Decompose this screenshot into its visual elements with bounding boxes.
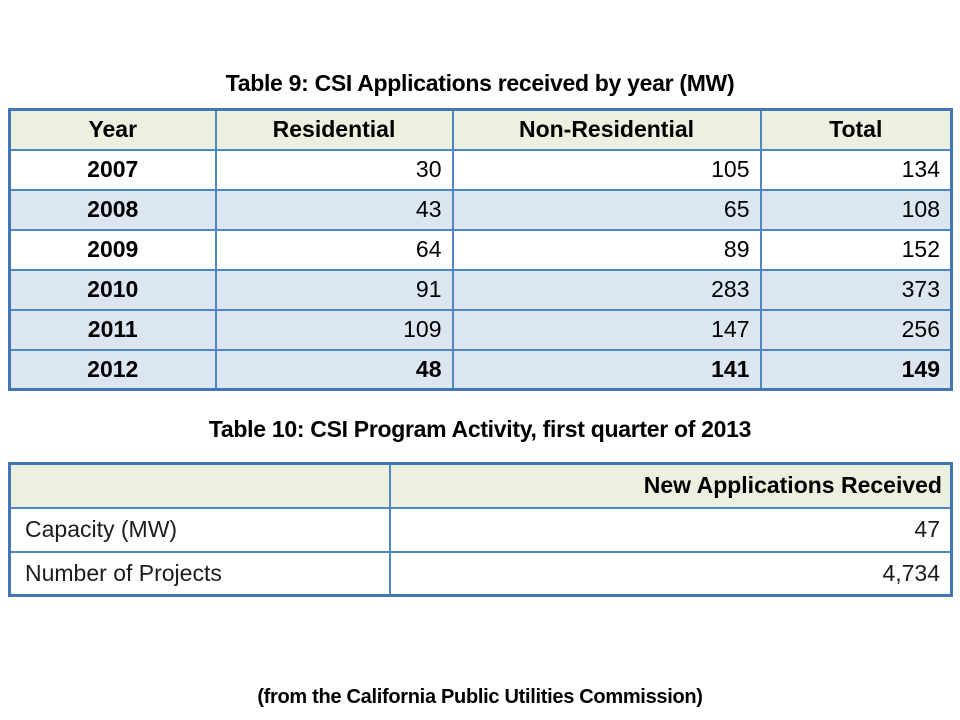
nonresidential-cell: 283 bbox=[451, 268, 762, 311]
table10-col-new-applications: New Applications Received bbox=[388, 462, 953, 509]
total-cell: 149 bbox=[759, 348, 953, 391]
residential-cell: 109 bbox=[214, 308, 454, 351]
table10-header-row: New Applications Received bbox=[8, 462, 953, 509]
metric-label-cell: Number of Projects bbox=[8, 550, 391, 597]
nonresidential-cell: 141 bbox=[451, 348, 762, 391]
table9: Year Residential Non-Residential Total 2… bbox=[8, 108, 953, 391]
nonresidential-cell: 65 bbox=[451, 188, 762, 231]
nonresidential-cell: 147 bbox=[451, 308, 762, 351]
year-cell: 2009 bbox=[8, 228, 217, 271]
year-cell: 2008 bbox=[8, 188, 217, 231]
residential-cell: 48 bbox=[214, 348, 454, 391]
residential-cell: 30 bbox=[214, 148, 454, 191]
table10-empty-header bbox=[8, 462, 391, 509]
table9-title: Table 9: CSI Applications received by ye… bbox=[225, 70, 735, 96]
total-cell: 108 bbox=[759, 188, 953, 231]
total-cell: 134 bbox=[759, 148, 953, 191]
total-cell: 373 bbox=[759, 268, 953, 311]
residential-cell: 91 bbox=[214, 268, 454, 311]
table-row-projects: Number of Projects 4,734 bbox=[8, 550, 953, 597]
table9-col-year: Year bbox=[8, 108, 217, 151]
year-cell: 2011 bbox=[8, 308, 217, 351]
table-row-2007: 2007 30 105 134 bbox=[8, 148, 953, 191]
total-cell: 152 bbox=[759, 228, 953, 271]
table9-col-residential: Residential bbox=[214, 108, 454, 151]
source-caption: (from the California Public Utilities Co… bbox=[257, 686, 703, 708]
residential-cell: 64 bbox=[214, 228, 454, 271]
table-row-2010: 2010 91 283 373 bbox=[8, 268, 953, 311]
table9-col-non-residential: Non-Residential bbox=[451, 108, 762, 151]
metric-value-cell: 47 bbox=[388, 506, 953, 553]
metric-value-cell: 4,734 bbox=[388, 550, 953, 597]
residential-cell: 43 bbox=[214, 188, 454, 231]
table-row-capacity: Capacity (MW) 47 bbox=[8, 506, 953, 553]
table10-title: Table 10: CSI Program Activity, first qu… bbox=[208, 416, 752, 442]
table-row-2008: 2008 43 65 108 bbox=[8, 188, 953, 231]
table9-col-total: Total bbox=[759, 108, 953, 151]
year-cell: 2012 bbox=[8, 348, 217, 391]
nonresidential-cell: 89 bbox=[451, 228, 762, 271]
table-row-2011: 2011 109 147 256 bbox=[8, 308, 953, 351]
total-cell: 256 bbox=[759, 308, 953, 351]
metric-label-cell: Capacity (MW) bbox=[8, 506, 391, 553]
table-row-2009: 2009 64 89 152 bbox=[8, 228, 953, 271]
table9-header-row: Year Residential Non-Residential Total bbox=[8, 108, 953, 151]
table10: New Applications Received Capacity (MW) … bbox=[8, 462, 953, 597]
year-cell: 2010 bbox=[8, 268, 217, 311]
year-cell: 2007 bbox=[8, 148, 217, 191]
table-row-2012: 2012 48 141 149 bbox=[8, 348, 953, 391]
nonresidential-cell: 105 bbox=[451, 148, 762, 191]
